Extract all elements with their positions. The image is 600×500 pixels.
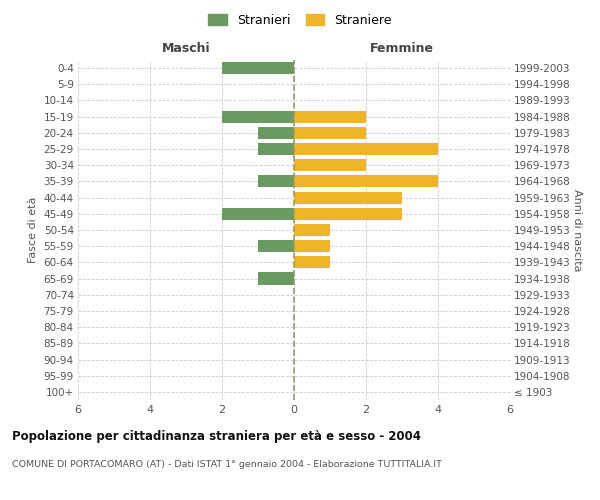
Bar	[294, 127, 366, 139]
Bar	[294, 192, 402, 203]
Text: COMUNE DI PORTACOMARO (AT) - Dati ISTAT 1° gennaio 2004 - Elaborazione TUTTITALI: COMUNE DI PORTACOMARO (AT) - Dati ISTAT …	[12, 460, 442, 469]
Bar	[294, 176, 438, 188]
Y-axis label: Fasce di età: Fasce di età	[28, 197, 38, 263]
Text: Maschi: Maschi	[161, 42, 211, 55]
Bar	[294, 159, 366, 172]
Bar	[258, 176, 294, 188]
Bar	[258, 127, 294, 139]
Text: Femmine: Femmine	[370, 42, 434, 55]
Bar	[258, 272, 294, 284]
Bar	[222, 110, 294, 122]
Bar	[294, 224, 330, 236]
Bar	[294, 110, 366, 122]
Bar	[294, 143, 438, 155]
Bar	[294, 208, 402, 220]
Bar	[258, 143, 294, 155]
Bar	[222, 62, 294, 74]
Y-axis label: Anni di nascita: Anni di nascita	[572, 188, 582, 271]
Bar	[294, 240, 330, 252]
Text: Popolazione per cittadinanza straniera per età e sesso - 2004: Popolazione per cittadinanza straniera p…	[12, 430, 421, 443]
Legend: Stranieri, Straniere: Stranieri, Straniere	[206, 11, 394, 29]
Bar	[294, 256, 330, 268]
Bar	[258, 240, 294, 252]
Bar	[222, 208, 294, 220]
